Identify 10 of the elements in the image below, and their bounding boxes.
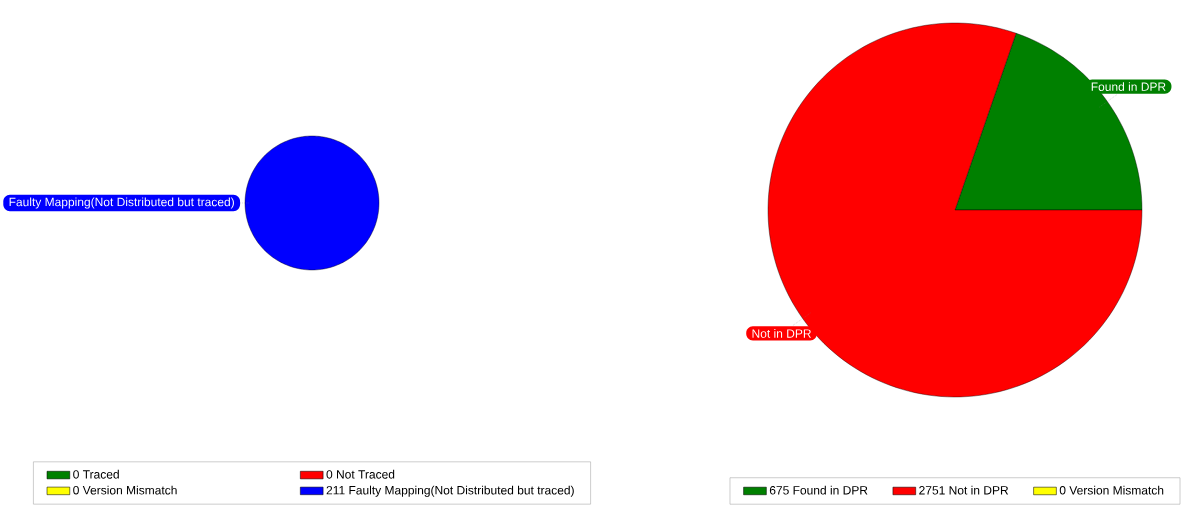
text: Faulty Mapping(Not Distributed but traced) bbox=[9, 197, 234, 209]
legend-label: 675 Found in DPR bbox=[769, 485, 868, 495]
legend-label: 0 Version Mismatch bbox=[1059, 485, 1164, 495]
legend-label: 211 Faulty Mapping(Not Distributed but traced) bbox=[326, 485, 574, 497]
legend-label: 0 Not Traced bbox=[326, 469, 395, 479]
legend-label: 0 Traced bbox=[73, 469, 119, 479]
text: Found in DPR bbox=[1091, 82, 1166, 91]
legend-label: 0 Version Mismatch bbox=[73, 485, 177, 495]
text: Not in DPR bbox=[752, 329, 811, 338]
legend-label: 2751 Not in DPR bbox=[919, 485, 1009, 495]
